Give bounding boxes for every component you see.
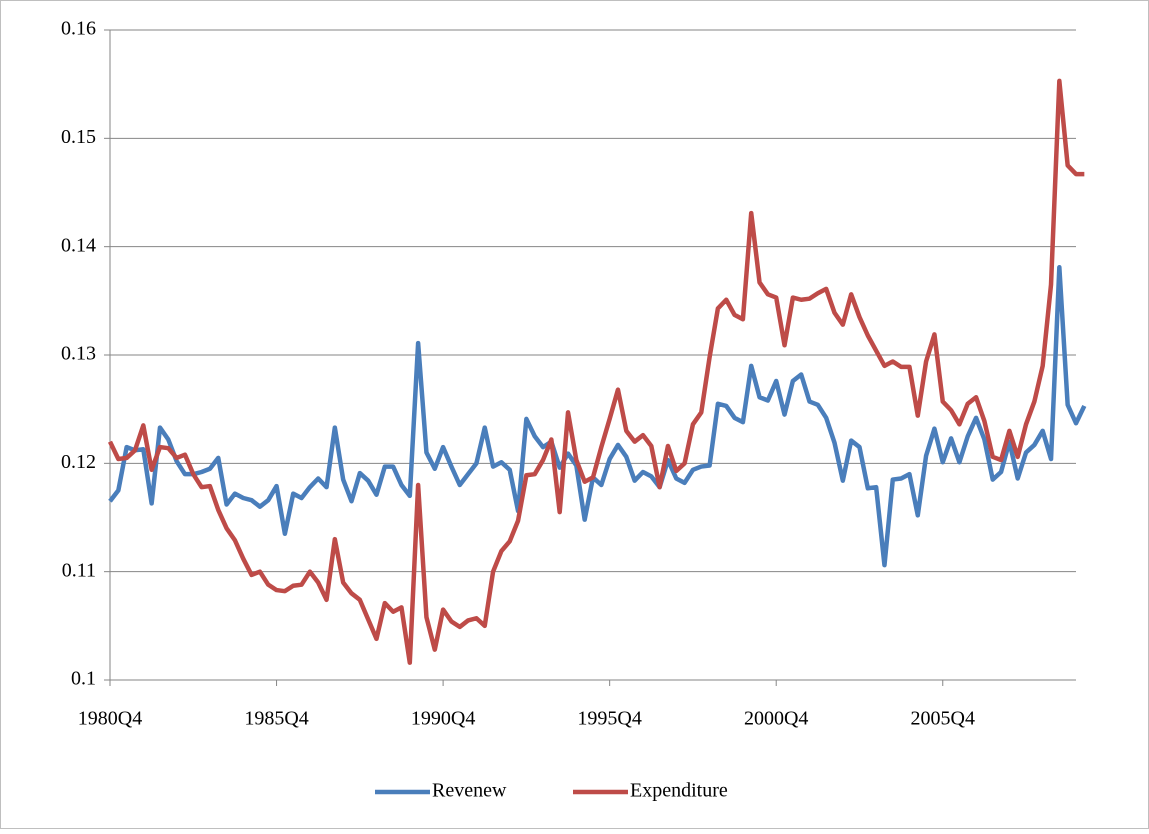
x-tick-label: 1990Q4	[411, 708, 475, 730]
x-tick-label: 1995Q4	[577, 708, 641, 730]
series-line	[107, 78, 1085, 665]
y-tick-label: 0.13	[61, 343, 96, 365]
y-tick-label: 0.1	[71, 668, 96, 690]
y-tick-label: 0.11	[62, 559, 96, 581]
x-tick-label: 1980Q4	[78, 708, 142, 730]
x-tick-label: 2000Q4	[744, 708, 808, 730]
legend-label: Revenew	[432, 780, 507, 802]
x-tick-label: 2005Q4	[911, 708, 975, 730]
series-line	[108, 265, 1087, 568]
y-tick-label: 0.14	[61, 234, 96, 256]
y-tick-label: 0.16	[61, 18, 96, 40]
y-tick-label: 0.12	[61, 451, 96, 473]
x-tick-label: 1985Q4	[244, 708, 308, 730]
legend-label: Expenditure	[630, 780, 728, 802]
y-tick-label: 0.15	[61, 126, 96, 148]
